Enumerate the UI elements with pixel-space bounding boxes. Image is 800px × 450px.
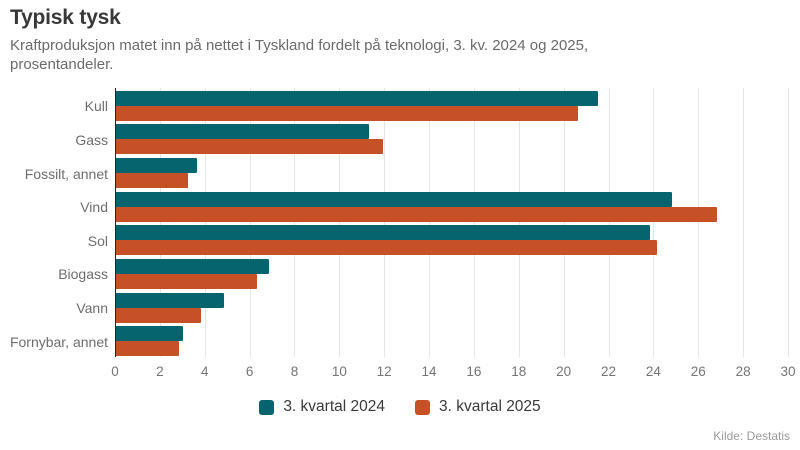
bar-biogass-3-kvartal-2024[interactable]	[116, 258, 269, 274]
x-tick-label-24: 24	[645, 364, 661, 379]
x-tick-label-16: 16	[466, 364, 482, 379]
bar-fornybar-annet-3-kvartal-2025[interactable]	[116, 341, 179, 357]
page-title: Typisk tysk	[10, 6, 121, 29]
bar-vind-3-kvartal-2025[interactable]	[116, 206, 718, 222]
x-axis-ticks: 0 2 4 6 8 10 12 14 16 18 20 22 24 26 28 30	[111, 364, 795, 382]
bar-kull-3-kvartal-2024[interactable]	[116, 90, 599, 106]
legend-label-2024: 3. kvartal 2024	[283, 398, 385, 415]
gridline-4	[204, 88, 206, 357]
category-label-gass: Gass	[75, 131, 108, 148]
bar-gass-3-kvartal-2025[interactable]	[116, 139, 383, 155]
x-tick-label-8: 8	[290, 364, 299, 379]
category-label-vind: Vind	[80, 199, 108, 216]
x-tick-label-14: 14	[421, 364, 437, 379]
x-tick-label-22: 22	[601, 364, 617, 379]
plot-area	[115, 88, 789, 357]
bar-biogass-3-kvartal-2025[interactable]	[116, 273, 258, 289]
bar-fossilt-annet-3-kvartal-2025[interactable]	[116, 173, 188, 189]
category-label-fossilt-annet: Fossilt, annet	[24, 165, 108, 182]
x-tick-label-18: 18	[511, 364, 527, 379]
category-label-biogass: Biogass	[58, 266, 108, 283]
gridline-8	[294, 88, 296, 357]
gridline-20	[563, 88, 565, 357]
gridline-26	[698, 88, 700, 357]
legend-swatch-2024-icon	[259, 399, 275, 415]
category-axis: Kull Gass Fossilt, annet Vind Sol Biogass Vann…	[0, 88, 108, 357]
legend-label-2025: 3. kvartal 2025	[439, 398, 541, 415]
x-tick-label-12: 12	[376, 364, 392, 379]
x-tick-label-2: 2	[156, 364, 164, 379]
gridline-6	[249, 88, 251, 357]
x-tick-label-4: 4	[200, 364, 209, 379]
gridline-28	[743, 88, 745, 357]
gridline-24	[653, 88, 655, 357]
legend-swatch-2025-icon	[415, 399, 430, 415]
gridline-14	[429, 88, 431, 357]
category-label-kull: Kull	[84, 98, 108, 115]
bar-fornybar-annet-3-kvartal-2024[interactable]	[116, 326, 184, 342]
bar-sol-3-kvartal-2025[interactable]	[116, 240, 657, 256]
gridline-16	[473, 88, 475, 357]
gridline-12	[384, 88, 386, 357]
bar-gass-3-kvartal-2024[interactable]	[116, 124, 370, 140]
legend: 3. kvartal 2024 3. kvartal 2025	[0, 398, 800, 416]
x-tick-label-10: 10	[331, 364, 347, 379]
x-tick-label-28: 28	[735, 364, 751, 379]
gridline-2	[159, 88, 161, 357]
bar-vann-3-kvartal-2024[interactable]	[116, 292, 224, 308]
gridline-22	[608, 88, 610, 357]
category-label-fornybar-annet: Fornybar, annet	[9, 333, 108, 350]
gridline-30	[788, 88, 789, 357]
x-tick-label-26: 26	[690, 364, 706, 379]
bar-fossilt-annet-3-kvartal-2024[interactable]	[116, 158, 197, 174]
legend-item-2025[interactable]: 3. kvartal 2025	[415, 398, 541, 416]
gridline-18	[518, 88, 520, 357]
bar-vann-3-kvartal-2025[interactable]	[116, 307, 202, 323]
category-label-vann: Vann	[76, 300, 108, 317]
source-note: Kilde: Destatis	[713, 429, 790, 443]
legend-item-2024[interactable]: 3. kvartal 2024	[259, 398, 385, 416]
gridline-10	[339, 88, 341, 357]
chart-subtitle: Kraftproduksjon matet inn på nettet i Ty…	[10, 37, 589, 73]
x-tick-label-30: 30	[780, 364, 796, 379]
category-label-sol: Sol	[87, 232, 108, 249]
x-tick-label-0: 0	[111, 364, 119, 379]
bar-kull-3-kvartal-2025[interactable]	[116, 105, 579, 121]
bar-sol-3-kvartal-2024[interactable]	[116, 225, 650, 241]
y-axis-line	[115, 88, 116, 357]
x-tick-label-20: 20	[556, 364, 572, 379]
x-tick-label-6: 6	[245, 364, 254, 379]
bar-vind-3-kvartal-2024[interactable]	[116, 191, 673, 207]
